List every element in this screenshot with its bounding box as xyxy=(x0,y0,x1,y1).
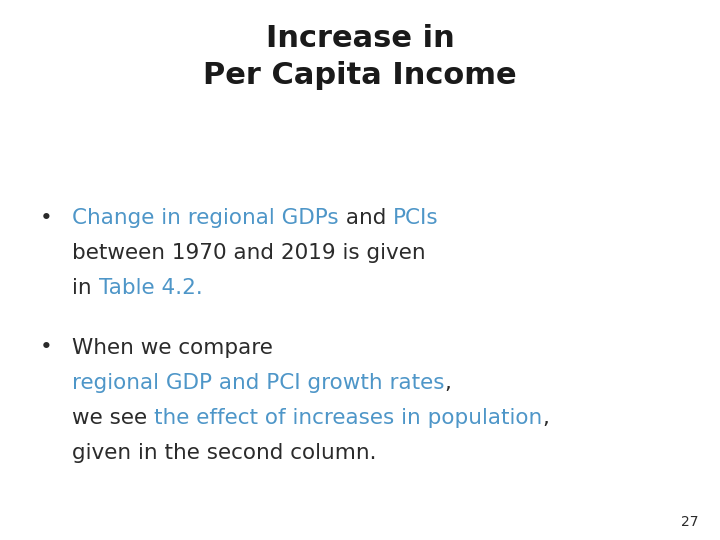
Text: ,: , xyxy=(444,373,451,393)
Text: and: and xyxy=(338,208,393,228)
Text: Table 4.2.: Table 4.2. xyxy=(99,278,202,298)
Text: •: • xyxy=(40,208,53,228)
Text: in: in xyxy=(72,278,99,298)
Text: we see: we see xyxy=(72,408,154,428)
Text: Increase in
Per Capita Income: Increase in Per Capita Income xyxy=(203,24,517,90)
Text: regional GDP and PCI growth rates: regional GDP and PCI growth rates xyxy=(72,373,444,393)
Text: given in the second column.: given in the second column. xyxy=(72,443,377,463)
Text: Change in regional GDPs: Change in regional GDPs xyxy=(72,208,338,228)
Text: •: • xyxy=(40,338,53,357)
Text: the effect of increases in population: the effect of increases in population xyxy=(154,408,542,428)
Text: 27: 27 xyxy=(681,515,698,529)
Text: PCIs: PCIs xyxy=(393,208,438,228)
Text: When we compare: When we compare xyxy=(72,338,273,357)
Text: ,: , xyxy=(542,408,549,428)
Text: between 1970 and 2019 is given: between 1970 and 2019 is given xyxy=(72,243,426,263)
